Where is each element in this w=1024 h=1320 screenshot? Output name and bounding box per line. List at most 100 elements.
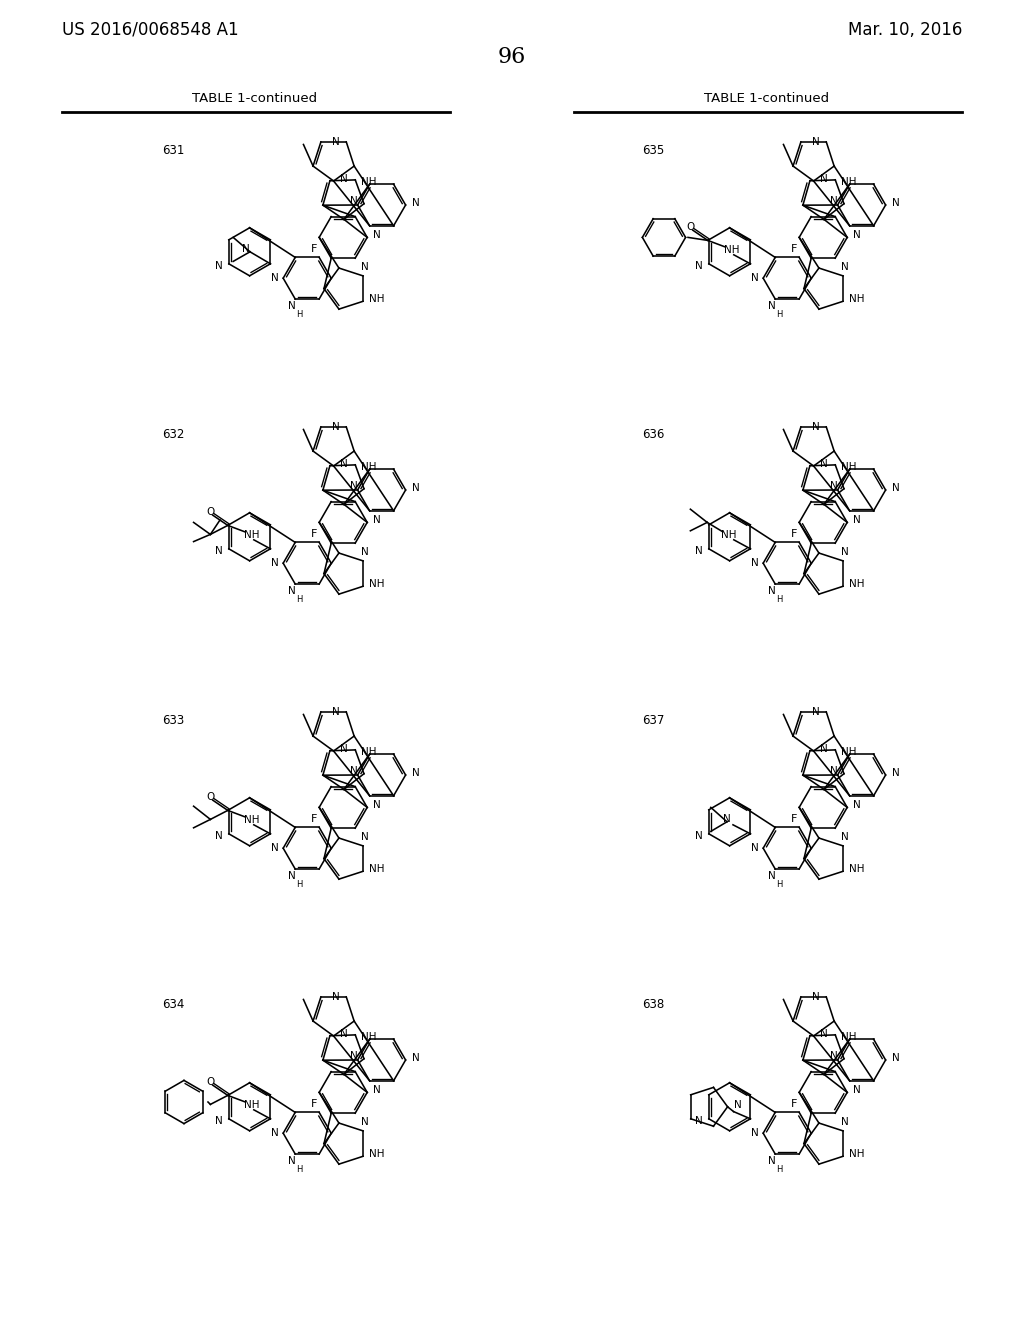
Text: H: H <box>776 310 782 319</box>
Text: NH: NH <box>849 294 865 305</box>
Text: NH: NH <box>244 1100 259 1110</box>
Text: N: N <box>830 480 838 491</box>
Text: N: N <box>853 231 861 240</box>
Text: H: H <box>776 880 782 890</box>
Text: 638: 638 <box>642 998 665 1011</box>
Text: NH: NH <box>849 579 865 589</box>
Text: N: N <box>812 137 820 147</box>
Text: N: N <box>242 244 250 253</box>
Text: N: N <box>812 991 820 1002</box>
Text: N: N <box>892 198 899 209</box>
Text: N: N <box>289 871 296 880</box>
Text: N: N <box>271 843 280 853</box>
Text: NH: NH <box>244 814 259 825</box>
Text: N: N <box>361 546 369 557</box>
Text: 96: 96 <box>498 46 526 69</box>
Text: N: N <box>892 1053 899 1063</box>
Text: N: N <box>333 137 340 147</box>
Text: N: N <box>289 301 296 312</box>
Text: N: N <box>350 195 357 206</box>
Text: F: F <box>311 814 317 825</box>
Text: N: N <box>841 546 849 557</box>
Text: N: N <box>361 832 369 842</box>
Text: H: H <box>296 595 302 605</box>
Text: N: N <box>695 1115 702 1126</box>
Text: N: N <box>768 871 776 880</box>
Text: N: N <box>374 1085 381 1096</box>
Text: N: N <box>695 830 702 841</box>
Text: N: N <box>734 1100 741 1110</box>
Text: N: N <box>812 422 820 432</box>
Text: F: F <box>792 244 798 255</box>
Text: NH: NH <box>370 865 385 874</box>
Text: N: N <box>768 586 776 597</box>
Text: NH: NH <box>370 1150 385 1159</box>
Text: N: N <box>271 273 280 284</box>
Text: F: F <box>792 1100 798 1109</box>
Text: 631: 631 <box>162 144 184 157</box>
Text: H: H <box>296 310 302 319</box>
Text: N: N <box>271 1129 280 1138</box>
Text: US 2016/0068548 A1: US 2016/0068548 A1 <box>62 21 239 40</box>
Text: N: N <box>289 1156 296 1166</box>
Text: H: H <box>296 1166 302 1175</box>
Text: N: N <box>340 174 347 183</box>
Text: TABLE 1-continued: TABLE 1-continued <box>193 91 317 104</box>
Text: NH: NH <box>370 294 385 305</box>
Text: N: N <box>215 830 222 841</box>
Text: N: N <box>830 766 838 776</box>
Text: N: N <box>374 231 381 240</box>
Text: N: N <box>892 768 899 777</box>
Text: 632: 632 <box>162 429 184 441</box>
Text: NH: NH <box>849 865 865 874</box>
Text: N: N <box>374 800 381 810</box>
Text: NH: NH <box>721 529 736 540</box>
Text: TABLE 1-continued: TABLE 1-continued <box>705 91 829 104</box>
Text: 633: 633 <box>162 714 184 726</box>
Text: N: N <box>361 1117 369 1127</box>
Text: 637: 637 <box>642 714 665 726</box>
Text: N: N <box>412 483 420 492</box>
Text: O: O <box>206 507 214 516</box>
Text: H: H <box>776 595 782 605</box>
Text: N: N <box>412 1053 420 1063</box>
Text: H: H <box>776 1166 782 1175</box>
Text: H: H <box>296 880 302 890</box>
Text: NH: NH <box>841 747 856 756</box>
Text: O: O <box>206 1077 214 1086</box>
Text: N: N <box>830 195 838 206</box>
Text: N: N <box>853 1085 861 1096</box>
Text: N: N <box>820 459 827 469</box>
Text: N: N <box>853 800 861 810</box>
Text: N: N <box>215 261 222 271</box>
Text: N: N <box>752 843 759 853</box>
Text: N: N <box>695 261 702 271</box>
Text: NH: NH <box>724 244 739 255</box>
Text: N: N <box>820 174 827 183</box>
Text: NH: NH <box>849 1150 865 1159</box>
Text: N: N <box>271 558 280 568</box>
Text: N: N <box>820 744 827 754</box>
Text: N: N <box>752 273 759 284</box>
Text: NH: NH <box>360 462 376 471</box>
Text: N: N <box>215 1115 222 1126</box>
Text: N: N <box>340 1030 347 1039</box>
Text: N: N <box>340 459 347 469</box>
Text: N: N <box>350 766 357 776</box>
Text: N: N <box>830 1051 838 1061</box>
Text: N: N <box>723 814 731 824</box>
Text: N: N <box>812 708 820 717</box>
Text: N: N <box>350 480 357 491</box>
Text: Mar. 10, 2016: Mar. 10, 2016 <box>848 21 962 40</box>
Text: N: N <box>215 545 222 556</box>
Text: N: N <box>333 708 340 717</box>
Text: N: N <box>374 515 381 525</box>
Text: N: N <box>841 832 849 842</box>
Text: 636: 636 <box>642 429 665 441</box>
Text: N: N <box>695 545 702 556</box>
Text: F: F <box>792 529 798 540</box>
Text: F: F <box>311 1100 317 1109</box>
Text: O: O <box>206 792 214 801</box>
Text: N: N <box>361 261 369 272</box>
Text: NH: NH <box>360 177 376 187</box>
